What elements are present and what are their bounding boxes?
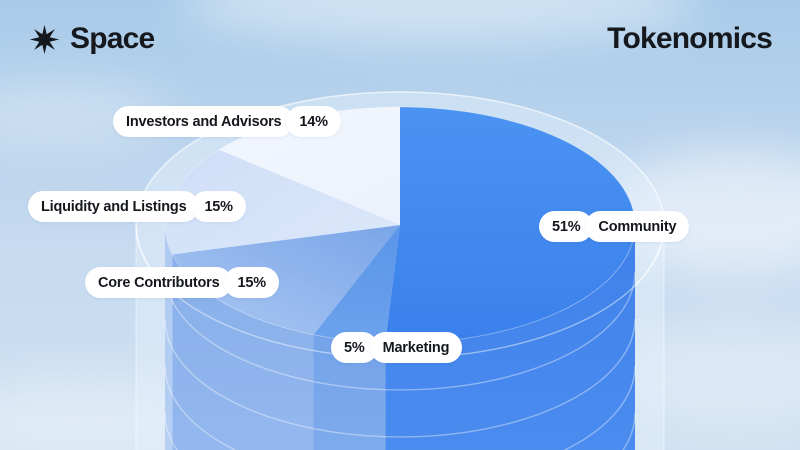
percentage-pill-core-contributors: 15% xyxy=(224,267,279,298)
percentage-pill-investors-advisors: 14% xyxy=(286,106,341,137)
pie-segment-community xyxy=(385,107,635,343)
segment-name-pill-investors-advisors: Investors and Advisors xyxy=(113,106,295,137)
pie-wedges xyxy=(164,107,635,343)
stack-ring-line xyxy=(164,365,636,450)
percentage-pill-marketing: 5% xyxy=(331,332,378,363)
pie-stack-rings xyxy=(164,271,636,450)
pie-wall-community xyxy=(385,225,635,450)
percentage-pill-liquidity-listings: 15% xyxy=(191,191,246,222)
brand-name: Space xyxy=(70,22,155,55)
percentage-pill-community: 51% xyxy=(539,211,594,242)
segment-name-pill-community: Community xyxy=(585,211,690,242)
segment-name-pill-marketing: Marketing xyxy=(369,332,463,363)
page-title: Tokenomics xyxy=(607,22,773,55)
pie-segment-liquidity-listings xyxy=(164,149,400,255)
stack-ring-line xyxy=(164,271,636,391)
pie-rim-side-edges xyxy=(135,225,665,450)
pie-label-core-contributors: Core Contributors 15% xyxy=(85,267,279,298)
stack-ring-line xyxy=(164,318,636,438)
pie-wall-marketing xyxy=(313,334,386,450)
segment-name-pill-core-contributors: Core Contributors xyxy=(85,267,233,298)
brand-logo: Space xyxy=(28,22,155,56)
pie-wall-core-contributors xyxy=(172,254,314,450)
pie-label-community: 51% Community xyxy=(539,211,690,242)
pie-label-investors-advisors: Investors and Advisors 14% xyxy=(113,106,341,137)
pie-label-marketing: 5% Marketing xyxy=(331,332,463,363)
pie-segment-core-contributors xyxy=(172,225,400,335)
pie-label-liquidity-listings: Liquidity and Listings 15% xyxy=(28,191,246,222)
logo-star-icon xyxy=(29,24,60,54)
pie-segment-marketing xyxy=(313,225,400,343)
segment-name-pill-liquidity-listings: Liquidity and Listings xyxy=(28,191,200,222)
